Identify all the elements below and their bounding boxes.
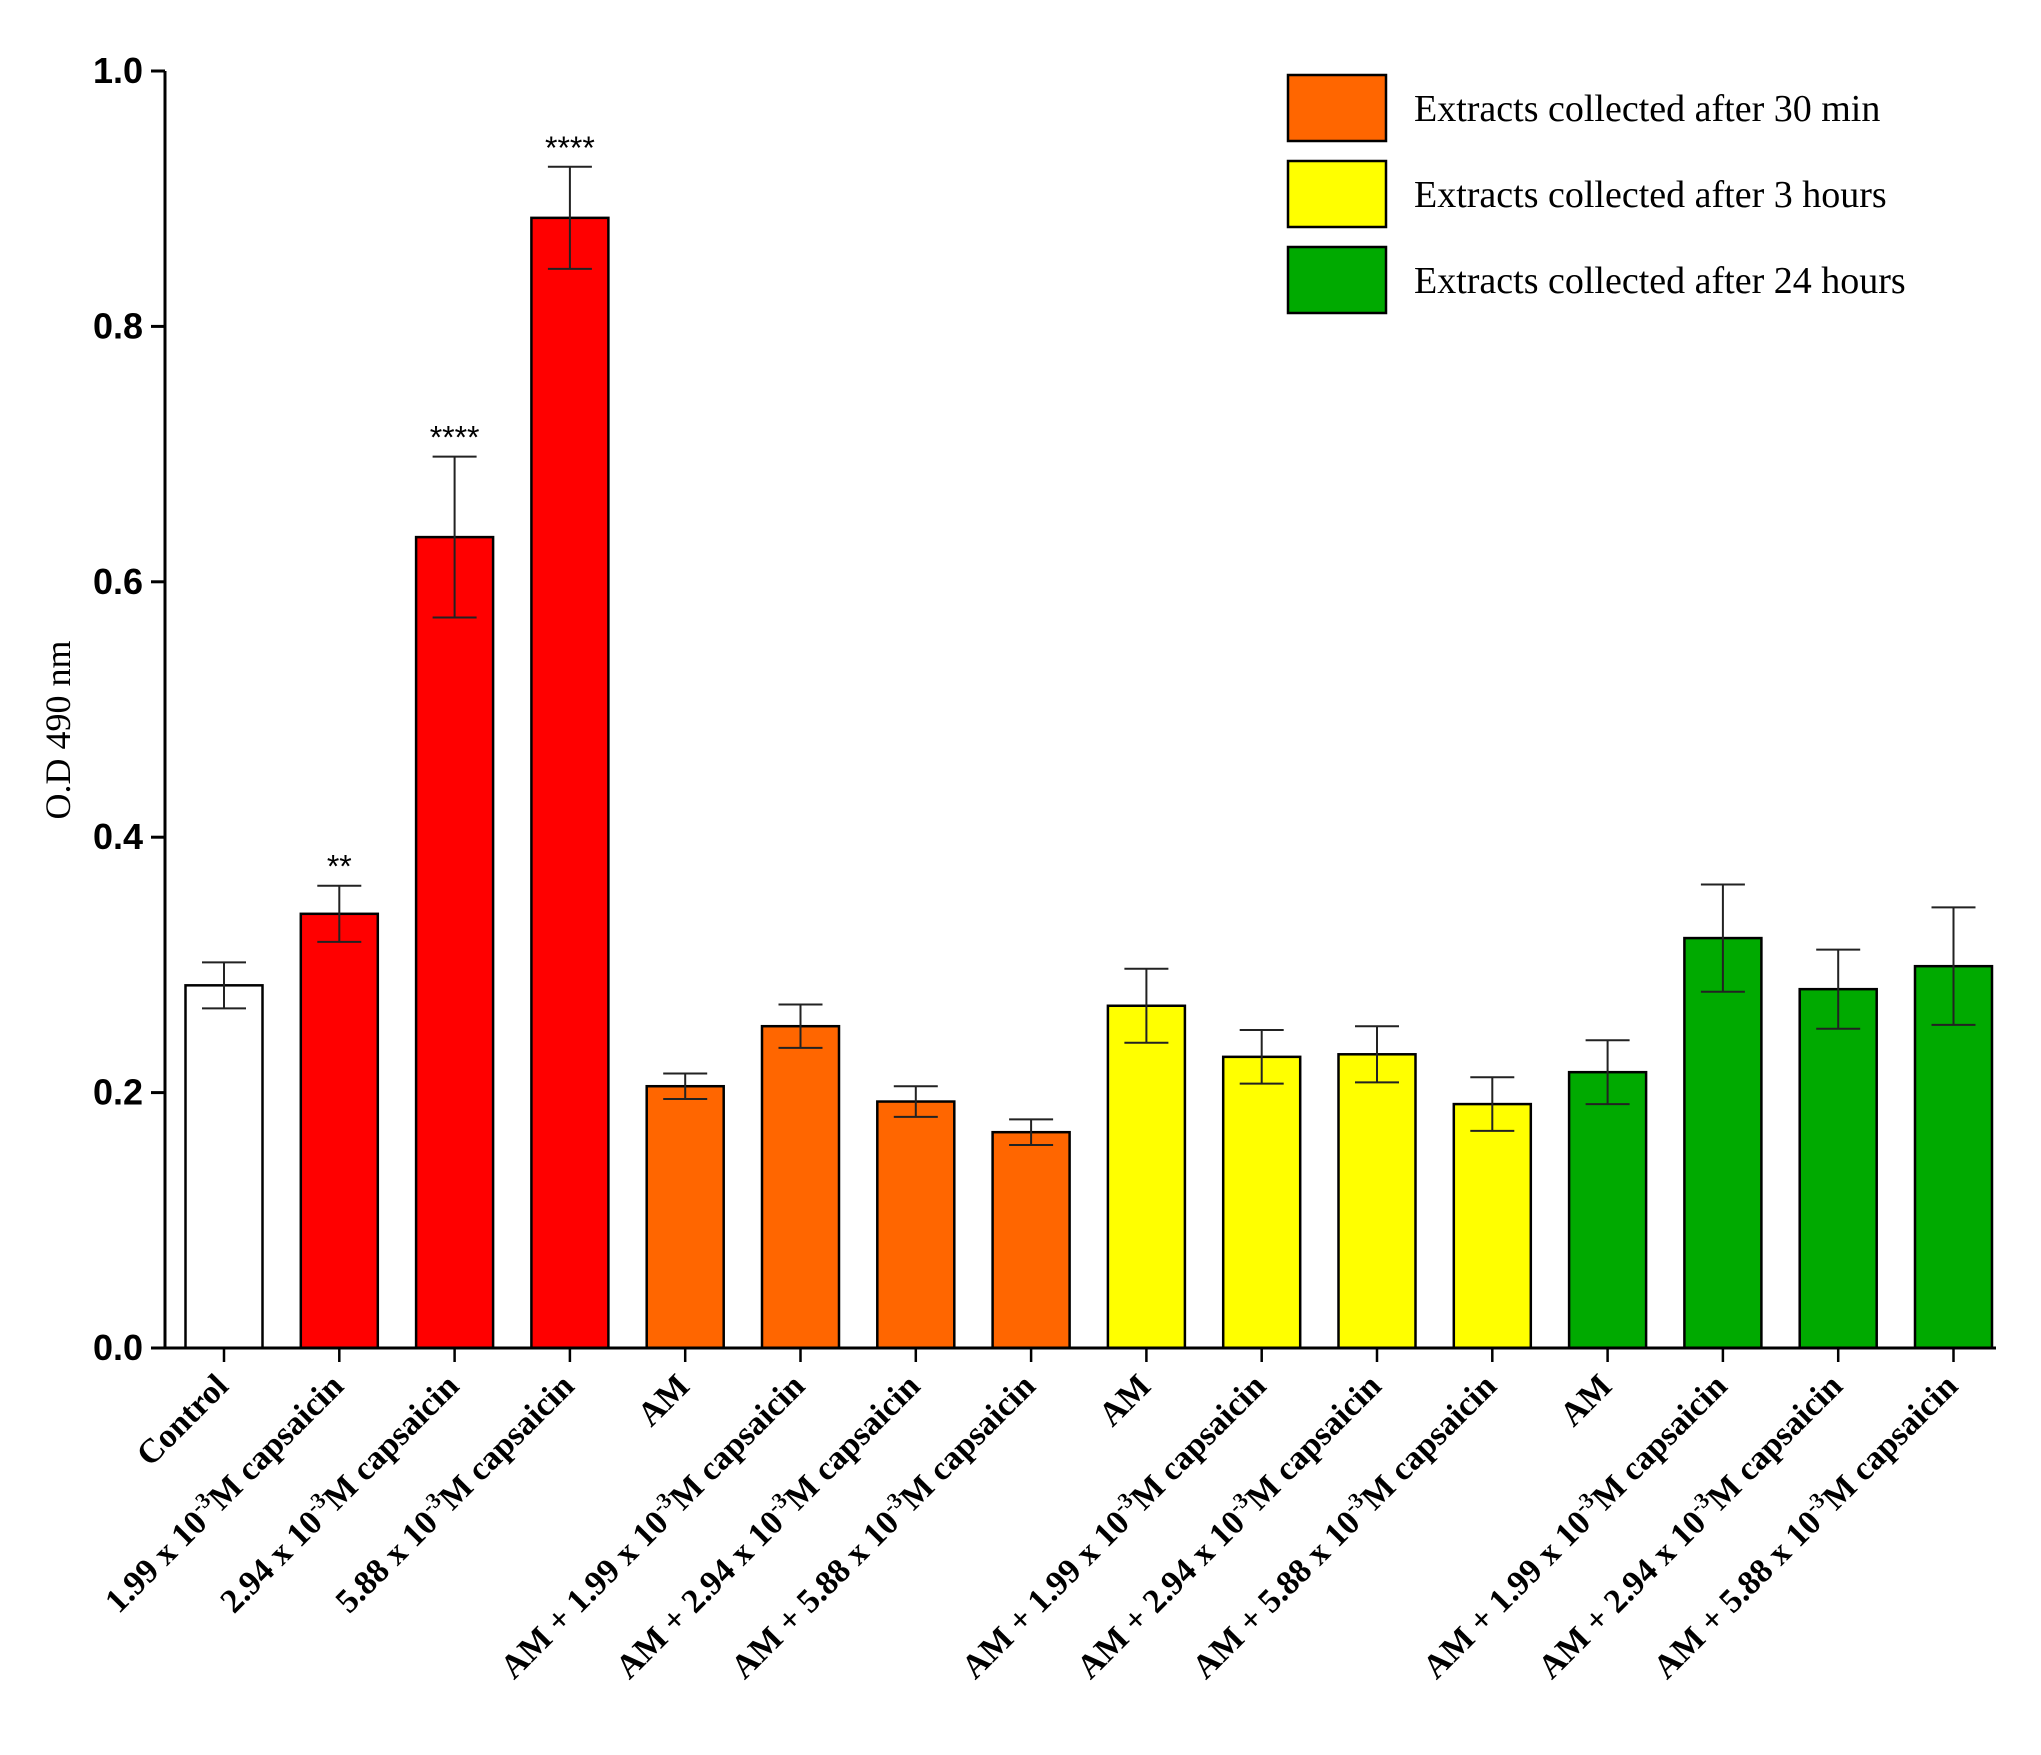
bar [1798, 987, 1878, 1350]
bar [1337, 1053, 1417, 1350]
bar [1221, 1055, 1302, 1350]
bar [184, 984, 264, 1350]
x-tick-label-text: 1.99 x 10 [98, 1504, 214, 1620]
legend-swatch [1286, 245, 1388, 315]
y-axis-title: O.D 490 nm [38, 641, 78, 820]
bar [991, 1130, 1071, 1350]
error-bar [317, 884, 362, 943]
error-bar [1239, 1029, 1284, 1085]
error-bar [1816, 948, 1861, 1030]
legend-swatch [1286, 159, 1388, 229]
error-bar [778, 1003, 823, 1049]
error-bar [1700, 883, 1745, 993]
legend: Extracts collected after 30 min Extracts … [1286, 73, 1906, 315]
bars: ********** [184, 130, 1994, 1350]
bar [876, 1100, 956, 1350]
significance-label: **** [430, 420, 480, 456]
y-tick-label: 0.2 [93, 1072, 143, 1113]
error-bar [1124, 967, 1169, 1044]
x-tick-label-text: Control [130, 1367, 236, 1473]
x-tick-label: AM [1553, 1367, 1619, 1433]
legend-label: Extracts collected after 24 hours [1414, 260, 1906, 302]
error-bar [1009, 1118, 1054, 1146]
x-tick-label-text: 2.94 x 10 [213, 1504, 329, 1620]
bar [645, 1084, 725, 1350]
error-bar [1931, 906, 1976, 1026]
bar [1567, 1070, 1648, 1350]
y-tick-label: 0.0 [93, 1327, 143, 1368]
bar [1106, 1004, 1187, 1350]
x-tick-label-text: 5.88 x 10 [329, 1504, 445, 1620]
bar [760, 1024, 841, 1350]
error-bar [432, 455, 477, 619]
error-bar [1355, 1025, 1399, 1084]
bar [1452, 1102, 1533, 1350]
error-bar [663, 1072, 708, 1100]
significance-label: ** [327, 849, 352, 885]
bar [414, 535, 495, 1350]
y-tick-label: 0.6 [93, 561, 143, 602]
error-bar [893, 1085, 938, 1118]
x-tick-label-text: AM [1092, 1367, 1158, 1433]
y-tick-label: 0.4 [93, 816, 143, 857]
x-tick-label-text: AM [631, 1367, 697, 1433]
error-bar [547, 165, 592, 270]
y-axis: 0.0 0.2 0.4 0.6 0.8 1.0 [93, 50, 167, 1368]
legend-label: Extracts collected after 30 min [1414, 88, 1880, 130]
x-tick-label: Control [130, 1367, 236, 1473]
y-tick-label: 1.0 [93, 50, 143, 91]
bar [299, 912, 380, 1350]
legend-item: Extracts collected after 24 hours [1286, 245, 1906, 315]
x-tick-label: AM [631, 1367, 697, 1433]
error-bar [1585, 1039, 1630, 1106]
error-bar [202, 961, 246, 1010]
legend-label: Extracts collected after 3 hours [1414, 174, 1887, 216]
x-tick-label-text: AM [1553, 1367, 1619, 1433]
legend-item: Extracts collected after 3 hours [1286, 159, 1887, 229]
legend-swatch [1286, 73, 1388, 143]
y-tick-label: 0.8 [93, 305, 143, 346]
x-tick-label: AM [1092, 1367, 1158, 1433]
legend-item: Extracts collected after 30 min [1286, 73, 1880, 143]
bar [530, 216, 610, 1350]
error-bar [1470, 1076, 1515, 1132]
significance-label: **** [545, 130, 595, 166]
bar [1683, 936, 1763, 1350]
